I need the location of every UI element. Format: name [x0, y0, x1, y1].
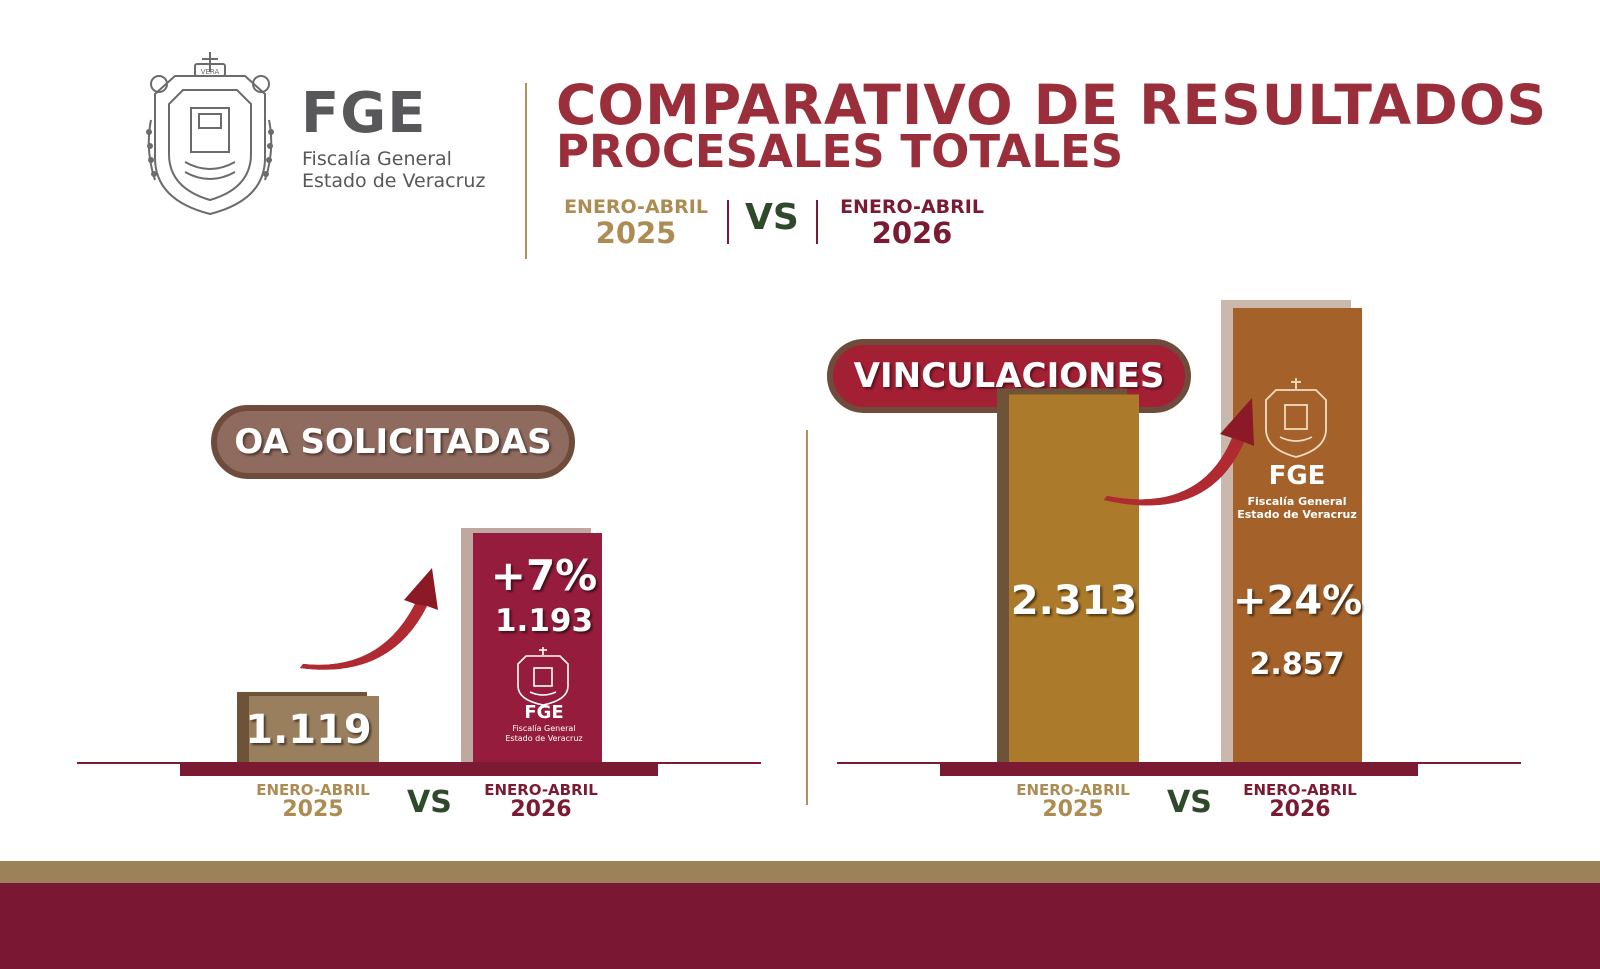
page-title-line2: PROCESALES TOTALES [556, 125, 1124, 178]
chart2-bar-2025 [1009, 394, 1139, 762]
charts-divider [806, 430, 808, 805]
header-vs-divider-right [816, 200, 818, 244]
chart1-value-label-2026: 1.193 [494, 603, 594, 639]
chart2-value-label-2025: 2.313 [1010, 578, 1138, 624]
chart1-value-label-2025: 1.119 [245, 707, 372, 753]
chart1-category-label-2025: ENERO-ABRIL [256, 781, 370, 799]
chart2-growth-arrow-icon [1104, 398, 1254, 506]
fge-seal-logo: VERA [146, 52, 274, 216]
header-period-b-label: ENERO-ABRIL [840, 196, 984, 218]
chart2-bar-logo-acronym: FGE [1268, 461, 1326, 491]
header-period-b-year: 2026 [871, 216, 953, 250]
chart1-category-year-2026: 2026 [510, 797, 572, 822]
footer-gold-band [0, 861, 1600, 883]
chart2-category-year-2025: 2025 [1042, 797, 1104, 822]
header-vs: VS [745, 197, 799, 238]
seal-text: VERA [201, 68, 220, 76]
chart2-bar-seal-icon [1265, 378, 1327, 458]
chart1-bar-logo-line2: Estado de Veracruz [505, 734, 583, 743]
chart1-category-label-2026: ENERO-ABRIL [484, 781, 598, 799]
org-name-line2: Estado de Veracruz [302, 170, 486, 192]
page-title-line1: COMPARATIVO DE RESULTADOS [556, 73, 1548, 137]
chart2-value-label-2026: 2.857 [1249, 647, 1345, 682]
chart1-bar-2025 [249, 696, 379, 762]
org-name-line1: Fiscalía General [302, 148, 452, 170]
chart2-category-label-2026: ENERO-ABRIL [1243, 781, 1357, 799]
header-period-a-label: ENERO-ABRIL [564, 196, 708, 218]
chart1-growth-arrow-icon [300, 568, 438, 670]
header-period-a-year: 2025 [595, 216, 677, 250]
chart2-category-year-2026: 2026 [1269, 797, 1331, 822]
chart1-title: OA SOLICITADAS [234, 422, 552, 462]
chart1-axis-base [180, 762, 658, 776]
chart1-bar-seal-icon [517, 647, 569, 706]
chart1-vs: VS [407, 785, 452, 820]
chart1-bar-logo-line1: Fiscalía General [512, 724, 576, 733]
chart2-change-label: +24% [1233, 578, 1363, 624]
chart2-vs: VS [1167, 785, 1212, 820]
header-vs-divider-left [727, 200, 729, 244]
chart1-category-year-2025: 2025 [282, 797, 344, 822]
chart2-bar-2026 [1233, 308, 1362, 762]
org-acronym: FGE [301, 81, 427, 146]
chart2-bar-logo-line1: Fiscalía General [1247, 495, 1347, 508]
chart1-bar-logo-acronym: FGE [524, 702, 564, 723]
chart2-bar-logo-line2: Estado de Veracruz [1237, 508, 1357, 521]
footer-wine-band [0, 883, 1600, 969]
chart2-axis-base [940, 762, 1418, 776]
chart1-title-pill: OA SOLICITADAS [211, 405, 575, 479]
chart2-category-label-2025: ENERO-ABRIL [1016, 781, 1130, 799]
chart1-bar-2026 [473, 533, 602, 762]
chart1-change-label: +7% [490, 551, 598, 600]
header-divider [525, 83, 527, 259]
